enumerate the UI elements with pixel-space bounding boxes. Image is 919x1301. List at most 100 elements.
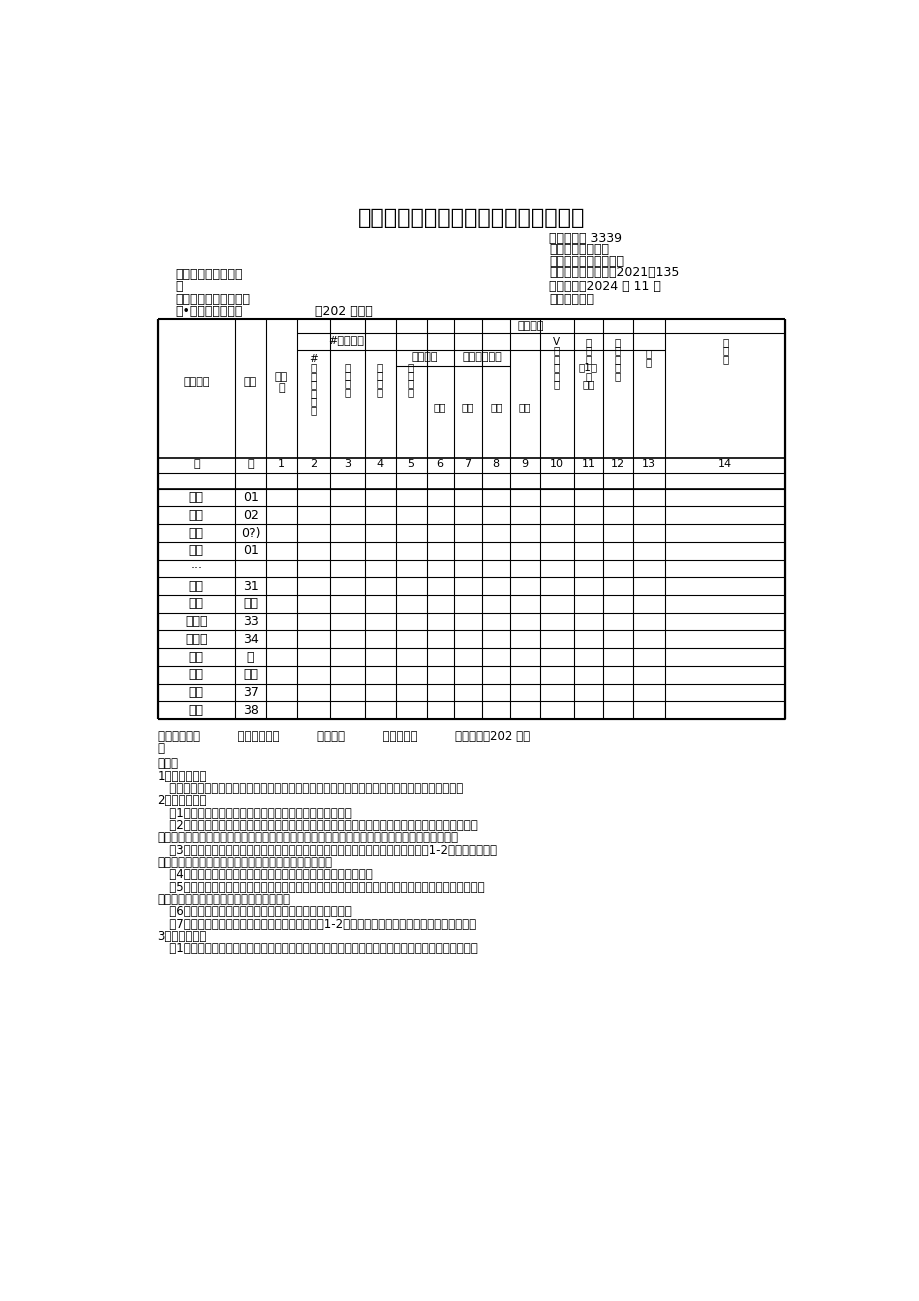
Text: 方: 方 xyxy=(377,371,382,380)
Text: 批准文号：国统制（2021）135: 批准文号：国统制（2021）135 xyxy=(549,267,678,280)
Text: 3．填报说明：: 3．填报说明： xyxy=(157,930,207,943)
Text: 专: 专 xyxy=(407,379,414,389)
Text: 学: 学 xyxy=(584,371,591,381)
Text: 往届: 往届 xyxy=(518,402,530,412)
Text: （1）招生数是指实际招收入学并完成学籍注册的新生数。: （1）招生数是指实际招收入学并完成学籍注册的新生数。 xyxy=(157,807,351,820)
Text: 高: 高 xyxy=(407,362,414,372)
Text: 地: 地 xyxy=(377,362,382,372)
Text: 0?): 0?) xyxy=(241,527,260,540)
Text: ：1：: ：1： xyxy=(578,363,597,372)
Text: #: # xyxy=(309,354,318,364)
Text: 甲: 甲 xyxy=(193,459,199,470)
Text: 1: 1 xyxy=(278,459,285,470)
Text: 38: 38 xyxy=(243,704,258,717)
Text: （202 学年）: （202 学年） xyxy=(314,306,372,319)
Text: 往届: 往届 xyxy=(461,402,474,412)
Text: 制定机关：教育部: 制定机关：教育部 xyxy=(549,243,608,256)
Text: 总计: 总计 xyxy=(188,490,204,503)
Text: （4）专科起点本科是指高职专科毕业接受本科学历教育的学生。: （4）专科起点本科是指高职专科毕业接受本科学历教育的学生。 xyxy=(157,868,372,881)
Text: 科: 科 xyxy=(721,346,728,355)
Text: 2．指标解释：: 2．指标解释： xyxy=(157,795,207,808)
Text: 应届: 应届 xyxy=(490,402,502,412)
Text: 资: 资 xyxy=(311,397,316,406)
Text: 入: 入 xyxy=(311,380,316,389)
Text: （5）核复入学资格是指根据《普通高等学校学生管理规定》，保留入学资格期满前向学校申请入学，: （5）核复入学资格是指根据《普通高等学校学生管理规定》，保留入学资格期满前向学校… xyxy=(157,881,483,894)
Text: 箝: 箝 xyxy=(246,650,254,664)
Text: 学位: 学位 xyxy=(582,380,594,389)
Text: 科: 科 xyxy=(614,346,620,355)
Text: 本: 本 xyxy=(553,371,560,381)
Text: 说明：: 说明： xyxy=(157,757,178,770)
Text: 计量单位：人: 计量单位：人 xyxy=(549,293,594,306)
Text: 14: 14 xyxy=(718,459,732,470)
Text: 3: 3 xyxy=(344,459,351,470)
Text: 格: 格 xyxy=(311,405,316,415)
Text: 4: 4 xyxy=(376,459,383,470)
Text: 8: 8 xyxy=(493,459,499,470)
Text: 第: 第 xyxy=(584,337,591,347)
Text: 生: 生 xyxy=(614,354,620,364)
Text: 指标名称: 指标名称 xyxy=(183,377,210,388)
Text: 转: 转 xyxy=(614,363,620,372)
Text: 香港: 香港 xyxy=(188,650,204,664)
Text: 家: 家 xyxy=(344,371,350,380)
Text: 河北: 河北 xyxy=(188,544,204,557)
Text: 乙: 乙 xyxy=(247,459,254,470)
Text: ···: ··· xyxy=(190,562,202,575)
Text: 01: 01 xyxy=(243,490,258,503)
Text: 5: 5 xyxy=(407,459,414,470)
Text: #专项计划: #专项计划 xyxy=(328,334,364,345)
Text: 澳门: 澳门 xyxy=(188,669,204,682)
Text: 科: 科 xyxy=(553,346,560,355)
Text: 专: 专 xyxy=(377,379,382,389)
Text: ：；: ：； xyxy=(243,669,258,682)
Text: 新疆班: 新疆班 xyxy=(185,615,208,628)
Text: 科: 科 xyxy=(553,380,560,389)
Text: （2）第二学士学位学生是指已修完一个本科专业并获得学士学位后，按照招生计划，经考试合格，: （2）第二学士学位学生是指已修完一个本科专业并获得学士学位后，按照招生计划，经考… xyxy=(157,820,477,833)
Text: 天津: 天津 xyxy=(188,527,204,540)
Text: 1．填报范围：: 1．填报范围： xyxy=(157,770,207,783)
Text: 生: 生 xyxy=(584,354,591,364)
Text: 表号：教基 3339: 表号：教基 3339 xyxy=(549,232,621,245)
Text: 起: 起 xyxy=(553,354,560,364)
Text: 宁夏: 宁夏 xyxy=(188,580,204,593)
Text: 复: 复 xyxy=(311,371,316,381)
Text: （6）应届生是指完成上一级学历教育，当年毕业的学生。: （6）应届生是指完成上一级学历教育，当年毕业的学生。 xyxy=(157,905,351,919)
Text: （7）预科生是指教育部下达预科招生计划，经过1-2年的文化补习，合格者转入本科阶段学习。: （7）预科生是指教育部下达预科招生计划，经过1-2年的文化补习，合格者转入本科阶… xyxy=(157,917,475,930)
Text: 号: 号 xyxy=(176,280,183,293)
Text: （1）本表数据来源于经各省（自治区、直辖市）招生委员会审核批准录取，持招生单位发放的录取: （1）本表数据来源于经各省（自治区、直辖市）招生委员会审核批准录取，持招生单位发… xyxy=(157,942,477,955)
Text: 专: 专 xyxy=(344,379,350,389)
Text: 项: 项 xyxy=(377,388,382,397)
Text: 应届: 应届 xyxy=(434,402,446,412)
Text: 进入经教育部批准设立第二学士学位专业的高等学校，攻读第二个学士学位（不同学科）的学生。: 进入经教育部批准设立第二学士学位专业的高等学校，攻读第二个学士学位（不同学科）的… xyxy=(157,831,459,844)
Text: 有效期至：2024 年 11 月: 有效期至：2024 年 11 月 xyxy=(549,280,660,293)
Text: 2: 2 xyxy=(310,459,317,470)
Text: 新疆: 新疆 xyxy=(188,597,204,610)
Text: 经学校审查合格后，办理入学手续的新生。: 经学校审查合格后，办理入学手续的新生。 xyxy=(157,892,290,905)
Text: 10: 10 xyxy=(550,459,563,470)
Text: 招生
数: 招生 数 xyxy=(275,372,288,393)
Text: 其: 其 xyxy=(645,349,652,359)
Text: 预: 预 xyxy=(614,337,620,347)
Text: 学: 学 xyxy=(584,346,591,355)
Text: 日: 日 xyxy=(157,742,165,755)
Text: 中等职业教育: 中等职业教育 xyxy=(461,351,501,362)
Text: 34: 34 xyxy=(243,632,258,645)
Text: 他: 他 xyxy=(645,356,652,367)
Text: 校: 校 xyxy=(407,371,414,380)
Text: ：七: ：七 xyxy=(243,597,258,610)
Text: 01: 01 xyxy=(243,544,258,557)
Text: 学校（机构）标识码：: 学校（机构）标识码： xyxy=(176,293,250,306)
Text: 生源类别: 生源类别 xyxy=(516,321,543,330)
Text: 西藏班: 西藏班 xyxy=(185,632,208,645)
Text: 9: 9 xyxy=(521,459,528,470)
Text: 31: 31 xyxy=(243,580,258,593)
Text: （3）预科生转入是指教育部下达预科招生计划，招收的少数民族等类型学生，经过1-2年的文化补习，: （3）预科生转入是指教育部下达预科招生计划，招收的少数民族等类型学生，经过1-2… xyxy=(157,844,496,857)
Text: 预: 预 xyxy=(721,337,728,347)
Text: V: V xyxy=(552,337,560,347)
Text: 13: 13 xyxy=(641,459,655,470)
Text: 北京: 北京 xyxy=(188,509,204,522)
Text: 普通本科、高职本科招生类型来源情况: 普通本科、高职本科招生类型来源情况 xyxy=(357,208,584,229)
Text: 合格者转入本科阶段学习。占用招生单位当年招生计划。: 合格者转入本科阶段学习。占用招生单位当年招生计划。 xyxy=(157,856,333,869)
Text: 学: 学 xyxy=(311,388,316,398)
